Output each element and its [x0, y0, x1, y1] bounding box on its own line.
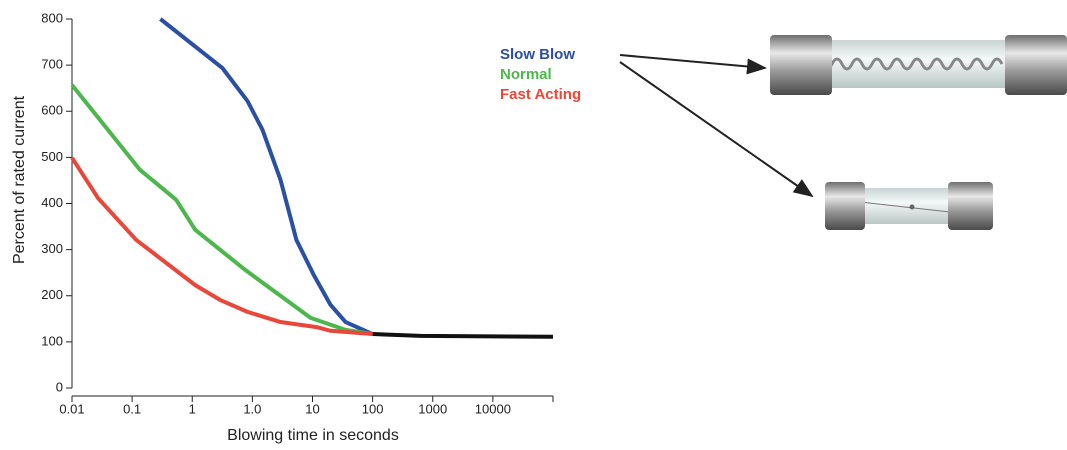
x-axis-label: Blowing time in seconds — [227, 427, 399, 444]
x-tick-label: 100 — [362, 401, 384, 416]
line — [70, 156, 373, 337]
slow-blow-fuse — [770, 35, 1067, 95]
x-tick-label: 0.01 — [59, 401, 84, 416]
legend-label: Slow Blow — [500, 46, 575, 63]
y-tick-label: 500 — [41, 149, 63, 164]
y-tick-label: 0 — [56, 379, 63, 394]
y-tick-label: 600 — [41, 103, 63, 118]
x-tick-label: 10 — [305, 401, 319, 416]
line — [159, 17, 374, 336]
legend-label: Fast Acting — [500, 86, 581, 103]
line — [372, 332, 554, 339]
line — [70, 83, 373, 337]
legend-label: Normal — [500, 66, 552, 83]
y-tick-label: 200 — [41, 287, 63, 302]
x-tick-label: 1 — [189, 401, 196, 416]
x-tick-label: 1.0 — [243, 401, 261, 416]
y-tick-label: 100 — [41, 333, 63, 348]
x-tick-label: 10000 — [475, 401, 511, 416]
y-tick-label: 800 — [41, 10, 63, 25]
arrow — [619, 61, 814, 198]
y-tick-label: 400 — [41, 195, 63, 210]
y-tick-label: 700 — [41, 57, 63, 72]
x-tick-label: 0.1 — [123, 401, 141, 416]
y-tick-label: 300 — [41, 241, 63, 256]
x-tick-label: 1000 — [418, 401, 447, 416]
fast-acting-fuse — [825, 182, 993, 230]
y-axis-label: Percent of rated current — [11, 95, 28, 264]
arrow — [619, 54, 767, 75]
